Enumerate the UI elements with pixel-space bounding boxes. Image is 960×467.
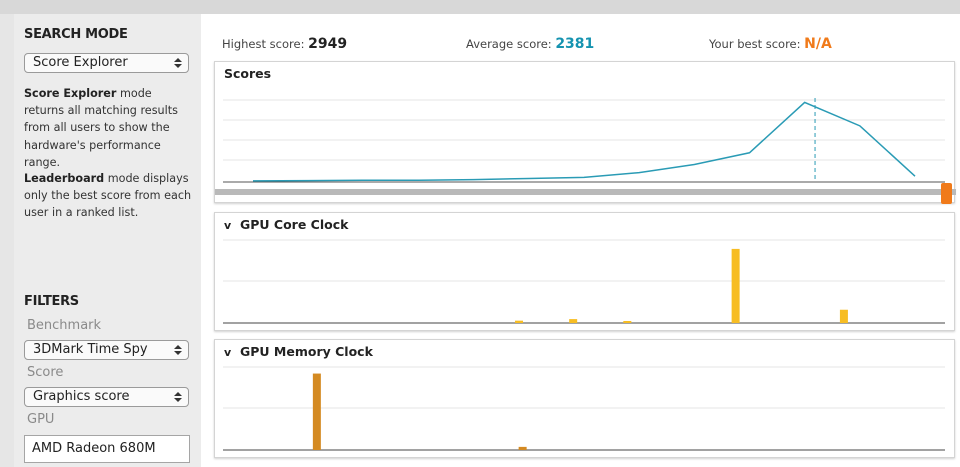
score-distribution-line bbox=[252, 101, 916, 182]
benchmark-select-value: 3DMark Time Spy bbox=[33, 342, 148, 357]
sidebar: SEARCH MODE Score Explorer Score Explore… bbox=[14, 14, 201, 467]
benchmark-select[interactable]: 3DMark Time Spy bbox=[24, 340, 189, 360]
scores-panel: Scores bbox=[214, 61, 956, 204]
core-clock-title: GPU Core Clock bbox=[240, 217, 349, 232]
best-score-value: N/A bbox=[804, 36, 832, 52]
filters-title: FILTERS bbox=[24, 294, 79, 309]
score-label: Score bbox=[27, 365, 64, 380]
leaderboard-term: Leaderboard bbox=[24, 172, 105, 185]
memory-clock-panel: v GPU Memory Clock bbox=[214, 339, 955, 458]
memory-clock-header[interactable]: v GPU Memory Clock bbox=[224, 344, 373, 359]
highest-score-stat: Highest score: 2949 bbox=[222, 36, 347, 52]
search-mode-title: SEARCH MODE bbox=[24, 27, 128, 42]
histogram-bar bbox=[312, 373, 321, 450]
gpu-label: GPU bbox=[27, 412, 55, 427]
histogram-bar bbox=[623, 321, 632, 323]
highest-score-label: Highest score: bbox=[222, 37, 309, 51]
core-clock-panel: v GPU Core Clock bbox=[214, 212, 955, 331]
memory-clock-title: GPU Memory Clock bbox=[240, 344, 373, 359]
score-type-select[interactable]: Graphics score bbox=[24, 387, 189, 407]
core-clock-header[interactable]: v GPU Core Clock bbox=[224, 217, 348, 232]
core-clock-chart bbox=[223, 239, 945, 324]
average-score-label: Average score: bbox=[466, 37, 556, 51]
histogram-bar bbox=[569, 319, 578, 323]
memory-clock-chart bbox=[223, 366, 945, 451]
score-explorer-description: Score Explorer mode returns all matching… bbox=[24, 85, 192, 171]
leaderboard-text: mode displays only the best score from e… bbox=[24, 172, 192, 220]
benchmark-label: Benchmark bbox=[27, 318, 102, 333]
chevron-down-icon: v bbox=[224, 346, 232, 359]
histogram-bar bbox=[518, 446, 527, 450]
range-track bbox=[215, 189, 956, 195]
main-content: Highest score: 2949 Average score: 2381 … bbox=[201, 14, 960, 467]
average-score-stat: Average score: 2381 bbox=[466, 36, 594, 52]
best-score-stat: Your best score: N/A bbox=[709, 36, 832, 52]
best-score-label: Your best score: bbox=[709, 37, 805, 51]
select-arrows-icon bbox=[174, 56, 182, 70]
score-type-select-value: Graphics score bbox=[33, 389, 130, 404]
select-arrows-icon bbox=[174, 390, 182, 404]
histogram-bar bbox=[839, 309, 848, 323]
highest-score-value: 2949 bbox=[308, 36, 348, 52]
histogram-bar bbox=[731, 248, 740, 323]
top-strip bbox=[0, 0, 960, 14]
leaderboard-description: Leaderboard mode displays only the best … bbox=[24, 170, 192, 222]
gpu-input[interactable]: AMD Radeon 680M bbox=[24, 435, 190, 463]
score-explorer-text: mode returns all matching results from a… bbox=[24, 87, 178, 169]
search-mode-select-value: Score Explorer bbox=[33, 55, 128, 70]
average-score-value: 2381 bbox=[555, 36, 595, 52]
histogram-bar bbox=[515, 320, 524, 323]
scores-title: Scores bbox=[224, 66, 272, 81]
search-mode-select[interactable]: Score Explorer bbox=[24, 53, 189, 73]
range-slider-handle bbox=[941, 183, 952, 204]
scores-chart bbox=[215, 98, 956, 204]
chevron-down-icon: v bbox=[224, 219, 232, 232]
score-explorer-term: Score Explorer bbox=[24, 87, 117, 100]
select-arrows-icon bbox=[174, 343, 182, 357]
